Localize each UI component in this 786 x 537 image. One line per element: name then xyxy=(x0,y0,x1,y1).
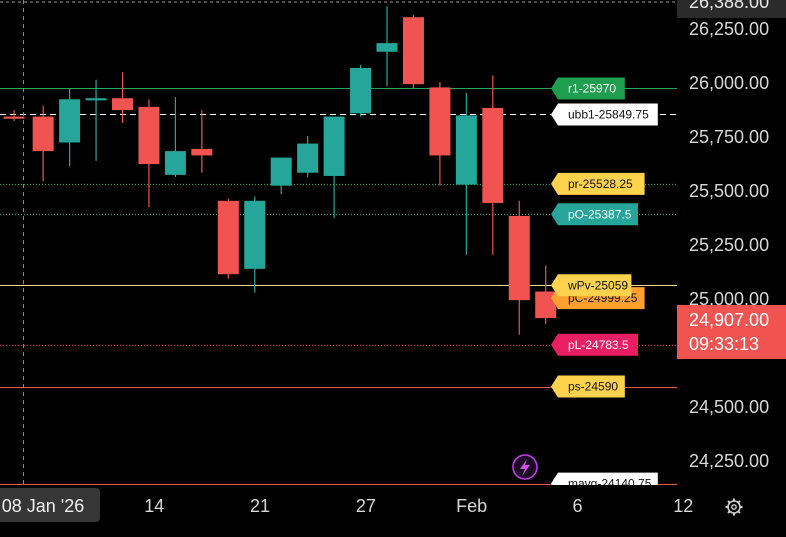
candle-down xyxy=(32,105,54,182)
candle-body xyxy=(138,106,160,165)
level-tag-label: pr-25528.25 xyxy=(568,177,633,191)
level-tag-label: pL-24783.5 xyxy=(568,338,629,352)
time-axis[interactable]: 14 21 27 Feb 6 12 08 Jan '26 xyxy=(0,485,786,537)
candles xyxy=(3,6,557,335)
price-tick-label: 26,250.00 xyxy=(689,19,769,39)
level-tag[interactable]: r1-25970 xyxy=(551,77,625,100)
level-tag[interactable]: wPv-25059 xyxy=(551,274,632,297)
level-tag[interactable]: pO-25387.5 xyxy=(551,203,638,226)
candle-body xyxy=(32,116,54,152)
time-axis-background xyxy=(0,485,786,537)
level-tag-box xyxy=(551,103,658,126)
price-tick-label: 24,500.00 xyxy=(689,397,769,417)
candle-up xyxy=(376,6,398,87)
candle-body xyxy=(112,98,134,111)
level-tag-label: ubb1-25849.75 xyxy=(568,107,649,121)
candle-body xyxy=(402,17,424,85)
level-tag[interactable]: pL-24783.5 xyxy=(551,333,638,356)
crosshair-date-box xyxy=(0,488,100,522)
settings-gear-icon[interactable] xyxy=(725,498,743,516)
candle-body xyxy=(323,116,345,176)
candle-body xyxy=(85,98,107,101)
candle-body xyxy=(244,200,266,269)
level-tag-label: r1-25970 xyxy=(568,81,616,95)
candle-body xyxy=(429,87,451,156)
candle-down xyxy=(191,110,213,173)
level-tag-box xyxy=(551,203,638,226)
price-tick-label: 25,000.00 xyxy=(689,289,769,309)
candle-up xyxy=(85,79,107,161)
price-tick-label: 25,500.00 xyxy=(689,181,769,201)
level-tag-box xyxy=(551,274,632,297)
last-price-label: 24,907.00 xyxy=(689,310,769,330)
candle-up xyxy=(455,92,477,255)
candle-up xyxy=(323,116,345,219)
candle-up xyxy=(244,196,266,293)
candle-down xyxy=(535,265,557,324)
candle-body xyxy=(59,99,81,143)
candle-down xyxy=(217,198,239,279)
level-tag-label: ps-24590 xyxy=(568,380,618,394)
candle-up xyxy=(350,64,372,117)
price-tick-label: 25,750.00 xyxy=(689,127,769,147)
candle-down xyxy=(138,99,160,208)
level-tag[interactable]: ubb1-25849.75 xyxy=(551,103,658,126)
time-tick-label: Feb xyxy=(456,496,487,516)
price-tick-label: 24,250.00 xyxy=(689,451,769,471)
candle-body xyxy=(482,107,504,203)
crosshair-date-label: 08 Jan '26 xyxy=(2,496,85,516)
candle-body xyxy=(3,116,25,119)
time-tick-label: 21 xyxy=(250,496,270,516)
level-tag[interactable]: pr-25528.25 xyxy=(551,172,645,195)
top-price-label: 26,388.00 xyxy=(689,0,769,12)
level-tag-box xyxy=(551,333,638,356)
candle-body xyxy=(217,200,239,275)
candle-body xyxy=(350,67,372,114)
candle-body xyxy=(508,215,530,301)
time-tick-label: 12 xyxy=(673,496,693,516)
candle-body xyxy=(535,291,557,319)
candle-body xyxy=(164,151,186,175)
time-tick-label: 6 xyxy=(572,496,582,516)
level-tag-box xyxy=(551,172,645,195)
candle-body xyxy=(270,157,292,186)
candle-body xyxy=(455,115,477,185)
countdown-label: 09:33:13 xyxy=(689,334,759,354)
candle-down xyxy=(402,15,424,89)
price-tick-label: 26,000.00 xyxy=(689,73,769,93)
candle-down xyxy=(3,110,25,121)
level-tag-label: pO-25387.5 xyxy=(568,207,632,221)
candle-body xyxy=(297,143,319,173)
price-axis[interactable]: 26,388.00 26,250.00 26,000.00 25,750.00 25,5… xyxy=(677,0,786,471)
candle-body xyxy=(376,43,398,52)
candle-up xyxy=(59,88,81,167)
time-tick-label: 14 xyxy=(144,496,164,516)
level-tag[interactable]: ps-24590 xyxy=(551,375,625,398)
candle-body xyxy=(191,148,213,156)
candle-up xyxy=(164,97,186,178)
top-price-label-box xyxy=(677,0,786,18)
candle-up xyxy=(297,136,319,178)
level-tag-box xyxy=(551,77,625,100)
last-price-box xyxy=(677,305,786,359)
time-tick-label: 27 xyxy=(356,496,376,516)
candle-down xyxy=(508,200,530,335)
lightning-icon[interactable] xyxy=(512,454,538,480)
level-tag-box xyxy=(551,375,625,398)
candle-up xyxy=(270,157,292,195)
price-tick-label: 25,250.00 xyxy=(689,235,769,255)
candle-down xyxy=(112,72,134,124)
candle-down xyxy=(482,75,504,255)
level-tag-label: wPv-25059 xyxy=(567,278,628,292)
candle-down xyxy=(429,82,451,186)
